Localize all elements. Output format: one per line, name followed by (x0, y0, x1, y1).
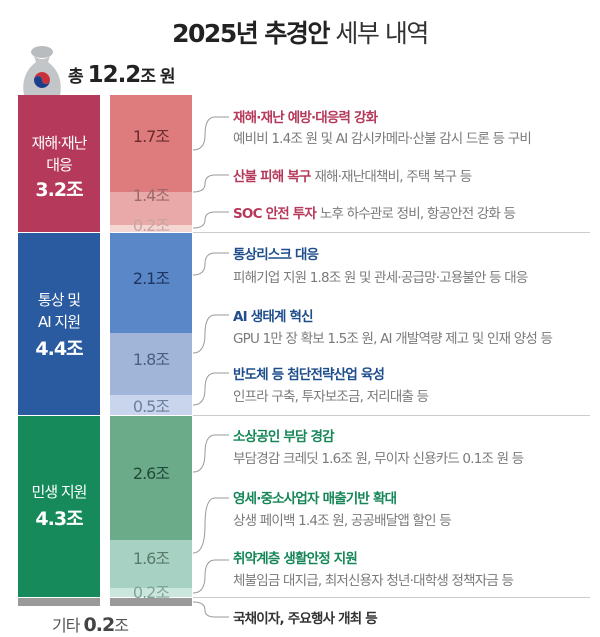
category-label: 통상 및 (37, 291, 81, 309)
segment-value: 1.8조 (132, 350, 170, 369)
item-desc: 인프라 구축, 투자보조금, 저리대출 등 (233, 389, 429, 405)
category-label: AI 지원 (37, 313, 81, 331)
bar-category-trade-ai (18, 233, 100, 415)
bar-segment (110, 225, 192, 232)
divider (193, 232, 590, 233)
item-title: 재해·재난 예방·대응력 강화 (233, 110, 378, 126)
bar-category-disaster (18, 95, 100, 232)
bar-segment (110, 192, 192, 225)
divider (193, 415, 590, 416)
bar-segment (110, 588, 192, 597)
bar-segment (110, 395, 192, 415)
category-total: 4.3조 (35, 508, 83, 530)
item-title: 영세·중소사업자 매출기반 확대 (233, 491, 397, 507)
bar-segment (110, 333, 192, 395)
other-label: 기타 0.2조 (52, 614, 129, 636)
segment-value: 0.5조 (132, 397, 170, 416)
category-total: 4.4조 (35, 338, 83, 360)
segment-value: 1.4조 (132, 186, 170, 205)
item-title: SOC 안전 투자 노후 하수관로 정비, 항공안전 강화 등 (233, 206, 516, 222)
bar-segment (110, 416, 192, 540)
segment-value: 1.6조 (132, 549, 170, 568)
bar-segment (110, 95, 192, 192)
other-desc: 국채이자, 주요행사 개최 등 (233, 611, 378, 627)
divider (193, 597, 590, 598)
item-title: AI 생태계 혁신 (233, 309, 314, 325)
segment-value: 2.6조 (132, 464, 170, 483)
bar-category-other (18, 598, 100, 606)
item-title: 반도체 등 첨단전략산업 육성 (233, 367, 385, 383)
item-title: 통상리스크 대응 (233, 247, 319, 263)
segment-value: 0.2조 (132, 216, 170, 235)
bar-category-livelihood (18, 416, 100, 597)
item-desc: 피해기업 지원 1.8조 원 및 관세·공급망·고용불안 등 대응 (233, 270, 528, 286)
category-label: 대응 (46, 156, 73, 174)
segment-value: 2.1조 (132, 269, 170, 288)
item-desc: 예비비 1.4조 원 및 AI 감시카메라·산불 감시 드론 등 구비 (233, 131, 532, 147)
total-amount: 총 12.2조 원 (68, 62, 176, 88)
category-label: 재해·재난 (31, 134, 88, 152)
item-title: 취약계층 생활안정 지원 (233, 551, 358, 567)
bar-segment (110, 540, 192, 588)
money-bag-icon (23, 46, 61, 96)
item-desc: 체불임금 대지급, 최저신용자 청년·대학생 정책자금 등 (233, 573, 514, 589)
page-title: 2025년 추경안 세부 내역 (172, 19, 429, 48)
segment-value: 1.7조 (132, 127, 170, 146)
segment-value: 0.2조 (132, 583, 170, 602)
bar-segment (110, 598, 192, 606)
item-desc: 상생 페이백 1.4조 원, 공공배달앱 할인 등 (233, 513, 452, 529)
item-desc: GPU 1만 장 확보 1.5조 원, AI 개발역량 제고 및 인재 양성 등 (233, 331, 553, 347)
item-title: 산불 피해 복구 재해·재난대책비, 주택 복구 등 (233, 169, 472, 185)
category-total: 3.2조 (35, 179, 83, 201)
bar-segment (110, 233, 192, 333)
category-label: 민생 지원 (31, 483, 88, 501)
item-title: 소상공인 부담 경감 (233, 429, 335, 445)
item-desc: 부담경감 크레딧 1.6조 원, 무이자 신용카드 0.1조 원 등 (233, 451, 524, 467)
